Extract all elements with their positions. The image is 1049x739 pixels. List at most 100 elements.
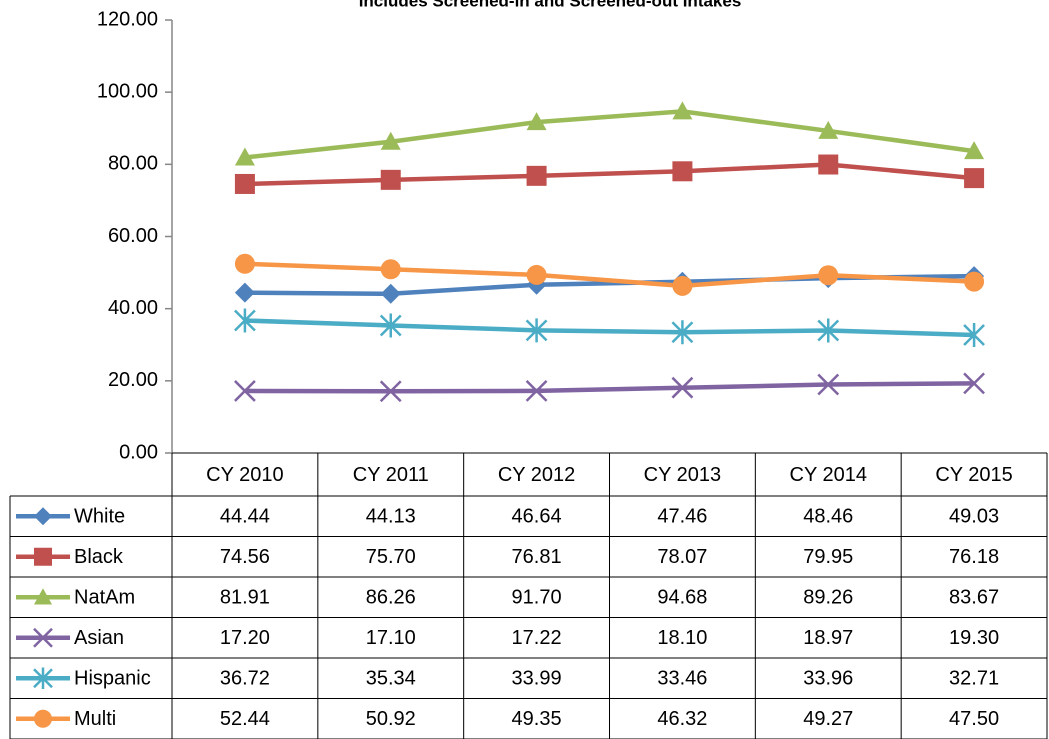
marker: [818, 265, 839, 286]
table-value: 49.27: [803, 708, 853, 730]
table-value: 33.46: [657, 668, 707, 690]
series-line: [244, 109, 975, 160]
marker: [525, 379, 548, 402]
x-tick-label: CY 2013: [644, 464, 721, 486]
table-value: 86.26: [366, 587, 416, 609]
legend-label: Hispanic: [74, 668, 151, 690]
marker: [526, 112, 547, 131]
y-tick-label: 40.00: [108, 297, 158, 319]
table-value: 48.46: [803, 506, 853, 528]
y-tick-label: 20.00: [108, 369, 158, 391]
marker: [380, 131, 401, 150]
legend-label: White: [74, 506, 125, 528]
marker: [671, 320, 694, 345]
y-tick-label: 60.00: [108, 225, 158, 247]
marker: [963, 322, 985, 347]
marker: [33, 627, 53, 648]
marker: [817, 373, 840, 396]
table-value: 79.95: [803, 546, 853, 568]
series-line: [244, 162, 975, 187]
marker: [234, 147, 255, 166]
legend-label: Multi: [74, 708, 116, 730]
marker: [525, 318, 548, 343]
marker: [817, 318, 840, 343]
y-tick-label: 100.00: [97, 80, 158, 102]
x-tick-label: CY 2010: [206, 464, 283, 486]
table-value: 33.96: [803, 668, 853, 690]
x-tick-label: CY 2015: [935, 464, 1012, 486]
table-value: 35.34: [366, 668, 416, 690]
marker: [818, 120, 839, 139]
y-tick-label: 120.00: [97, 8, 158, 30]
marker: [964, 141, 985, 160]
table-value: 46.64: [512, 506, 562, 528]
y-tick-label: 0.00: [119, 441, 158, 463]
legend-label: Asian: [74, 627, 124, 649]
marker: [964, 271, 985, 292]
marker: [234, 380, 256, 402]
marker: [671, 376, 694, 399]
marker: [33, 667, 53, 690]
x-tick-label: CY 2011: [353, 464, 429, 486]
table-value: 75.70: [366, 546, 416, 568]
x-tick-label: CY 2012: [498, 464, 575, 486]
table-value: 52.44: [220, 708, 270, 730]
table-value: 81.91: [220, 587, 270, 609]
marker: [380, 169, 401, 190]
table-value: 17.10: [366, 627, 416, 649]
y-tick-label: 80.00: [108, 153, 158, 175]
x-tick-label: CY 2014: [790, 464, 867, 486]
marker: [234, 308, 256, 333]
marker: [818, 154, 839, 175]
table-value: 36.72: [220, 668, 270, 690]
table-value: 33.99: [512, 668, 562, 690]
table-value: 18.10: [657, 627, 707, 649]
table-value: 91.70: [512, 587, 562, 609]
table-value: 89.26: [803, 587, 853, 609]
table-value: 74.56: [220, 546, 270, 568]
table-value: 44.13: [366, 506, 416, 528]
marker: [672, 275, 693, 296]
table-value: 76.18: [949, 546, 999, 568]
marker: [380, 259, 401, 280]
marker: [526, 264, 547, 285]
table-value: 78.07: [657, 546, 707, 568]
marker: [380, 283, 401, 304]
table-value: 46.32: [657, 708, 707, 730]
table-value: 32.71: [949, 668, 999, 690]
marker: [34, 507, 52, 526]
marker: [672, 101, 693, 120]
marker: [379, 380, 402, 403]
marker: [34, 588, 52, 605]
marker: [379, 313, 402, 338]
table-value: 47.46: [657, 506, 707, 528]
table-value: 18.97: [803, 627, 853, 649]
marker: [963, 372, 985, 395]
table-value: 17.22: [512, 627, 562, 649]
chart-subtitle: Includes Screened-in and Screened-out In…: [359, 0, 742, 10]
table-value: 94.68: [657, 587, 707, 609]
series-line: [244, 318, 975, 338]
marker: [234, 253, 255, 274]
table-value: 49.03: [949, 506, 999, 528]
table-value: 17.20: [220, 627, 270, 649]
table-value: 19.30: [949, 627, 999, 649]
marker: [964, 168, 985, 189]
series-line: [244, 261, 975, 289]
marker: [672, 161, 693, 182]
table-value: 44.44: [220, 506, 270, 528]
table-value: 47.50: [949, 708, 999, 730]
marker: [234, 173, 255, 194]
legend-label: NatAm: [74, 587, 135, 609]
marker: [34, 547, 52, 566]
table-value: 49.35: [512, 708, 562, 730]
series-line: [244, 381, 975, 394]
table-value: 50.92: [366, 708, 416, 730]
table-value: 83.67: [949, 587, 999, 609]
marker: [526, 165, 547, 186]
marker: [34, 709, 52, 728]
marker: [234, 282, 255, 303]
legend-label: Black: [74, 546, 124, 568]
